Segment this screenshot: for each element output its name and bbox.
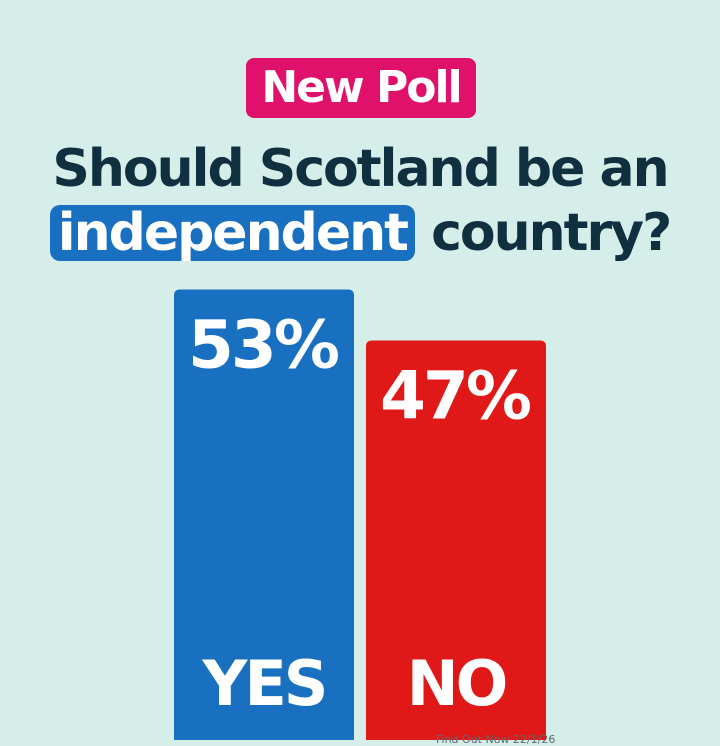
bar-yes	[174, 289, 354, 740]
bar-label-yes: YES	[202, 647, 326, 720]
poll-question-line-1: Should Scotland be an	[52, 139, 669, 199]
bar-value-no: 47%	[380, 358, 531, 435]
bar-value-yes: 53%	[188, 307, 339, 384]
bar-label-no: NO	[407, 647, 506, 720]
question-rest: country?	[431, 203, 672, 263]
bar-no	[366, 340, 546, 740]
highlighted-word: independent	[49, 205, 415, 261]
poll-question-line-2: independent country?	[0, 202, 720, 264]
new-poll-badge: New Poll	[246, 58, 476, 118]
